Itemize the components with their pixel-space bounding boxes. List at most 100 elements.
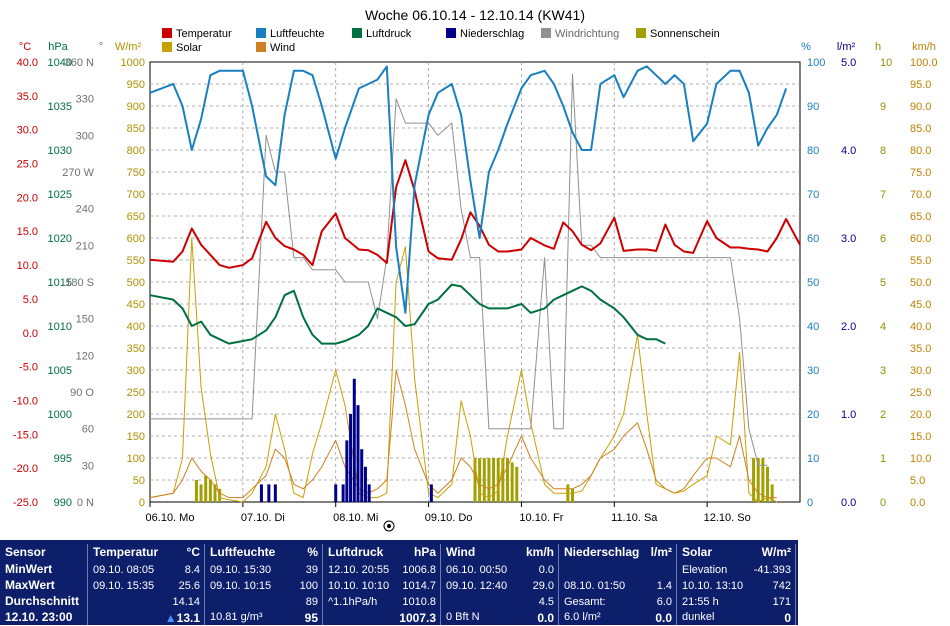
series-line-luftdruck xyxy=(149,283,666,345)
bar-sonnenschein xyxy=(506,458,509,502)
bar-sonnenschein xyxy=(199,484,203,502)
tick-label-solar: 250 xyxy=(127,387,145,399)
tick-label-sun: 1 xyxy=(880,453,886,465)
axis-unit-hum: % xyxy=(801,41,811,53)
tick-label-solar: 50 xyxy=(133,475,145,487)
tick-label-rain: 2.0 xyxy=(841,321,856,333)
tick-label-sun: 6 xyxy=(880,233,886,245)
legend-label: Niederschlag xyxy=(460,28,524,40)
axes: 40.035.030.025.020.015.010.05.00.0-5.0-1… xyxy=(13,57,938,509)
tick-label-hum: 90 xyxy=(807,101,819,113)
bar-niederschlag xyxy=(273,484,277,502)
tick-label-solar: 550 xyxy=(127,255,145,267)
tick-label-dir: 210 xyxy=(76,240,94,252)
tick-label-solar: 400 xyxy=(127,321,145,333)
bar-niederschlag xyxy=(345,440,349,502)
bar-sonnenschein xyxy=(473,458,477,502)
tick-label-temp: -20.0 xyxy=(13,463,38,475)
bar-sonnenschein xyxy=(194,480,198,502)
tick-label-sun: 4 xyxy=(880,321,886,333)
col-header: Niederschlag l/m² xyxy=(564,545,672,559)
bar-sonnenschein xyxy=(752,458,756,502)
tick-label-temp: 30.0 xyxy=(17,125,38,137)
legend-label: Luftfeuchte xyxy=(270,28,324,40)
tick-label-solar: 450 xyxy=(127,299,145,311)
x-axis: 06.10. Mo 07.10. Di 08.10. Mi 09.10. Do 10.1… xyxy=(146,502,751,524)
tick-label-wind: 70.0 xyxy=(910,189,931,201)
tick-label-solar: 800 xyxy=(127,145,145,157)
tick-label-wind: 65.0 xyxy=(910,211,931,223)
tick-label-press: 995 xyxy=(54,453,72,465)
bar-sonnenschein xyxy=(208,480,212,502)
tick-label-press: 1020 xyxy=(48,233,72,245)
tick-label-solar: 950 xyxy=(127,79,145,91)
tick-label-temp: 15.0 xyxy=(17,226,38,238)
tick-label-sun: 8 xyxy=(880,145,886,157)
legend-label: Sonnenschein xyxy=(650,28,720,40)
tick-label-wind: 25.0 xyxy=(910,387,931,399)
tick-label-press: 1040 xyxy=(48,57,72,69)
chart-title: Woche 06.10.14 - 12.10.14 (KW41) xyxy=(365,7,585,23)
row-label-min: MinWert xyxy=(5,562,53,576)
bar-sonnenschein xyxy=(492,458,496,502)
tick-label-dir: 300 xyxy=(76,130,94,142)
tick-label-dir: 0 N xyxy=(77,497,94,509)
tick-label-solar: 750 xyxy=(127,167,145,179)
col-luftdruck: Luftdruck hPa 12.10. 20:55 1006.8 10.10. 1… xyxy=(323,544,441,625)
legend-swatch xyxy=(162,28,172,38)
bar-niederschlag xyxy=(259,484,263,502)
tick-label-wind: 15.0 xyxy=(910,431,931,443)
bar-niederschlag xyxy=(334,484,338,502)
tick-label-temp: 40.0 xyxy=(17,57,38,69)
col-temperatur: Temperatur °C 09.10. 08:05 8.4 09.10. 15:3… xyxy=(88,544,205,625)
tick-label-hum: 20 xyxy=(807,409,819,421)
tick-label-rain: 1.0 xyxy=(841,409,856,421)
tick-label-sun: 10 xyxy=(880,57,892,69)
series-line-temperatur xyxy=(149,159,801,269)
tick-label-wind: 90.0 xyxy=(910,101,931,113)
bar-sonnenschein xyxy=(571,488,574,502)
legend-label: Solar xyxy=(176,42,202,54)
bar-sonnenschein xyxy=(515,466,519,502)
tick-label-sun: 9 xyxy=(880,101,886,113)
tick-label-sun: 7 xyxy=(880,189,886,201)
tick-label-hum: 70 xyxy=(807,189,819,201)
bar-niederschlag xyxy=(267,484,271,502)
bar-niederschlag xyxy=(356,405,360,502)
tick-label-hum: 100 xyxy=(807,57,825,69)
col-luftfeuchte: Luftfeuchte% 09.10. 15:30 39 09.10. 10:15… xyxy=(205,544,323,625)
tick-label-dir: 30 xyxy=(82,460,94,472)
axis-unit-rain: l/m² xyxy=(837,41,856,53)
tick-label-press: 1015 xyxy=(48,277,72,289)
tick-label-dir: 150 xyxy=(76,314,94,326)
axis-unit-dir: ° xyxy=(99,41,103,53)
tick-label-temp: 35.0 xyxy=(17,91,38,103)
tick-label-wind: 10.0 xyxy=(910,453,931,465)
tick-label-solar: 700 xyxy=(127,189,145,201)
bar-niederschlag xyxy=(360,449,364,502)
tick-label-press: 1030 xyxy=(48,145,72,157)
tick-label-temp: 20.0 xyxy=(17,192,38,204)
tick-label-solar: 600 xyxy=(127,233,145,245)
x-tick-label: 07.10. Di xyxy=(241,512,285,524)
tick-label-solar: 200 xyxy=(127,409,145,421)
col-header: Temperatur °C xyxy=(93,545,200,559)
tick-label-wind: 75.0 xyxy=(910,167,931,179)
bar-sonnenschein xyxy=(487,458,491,502)
tick-label-wind: 100.0 xyxy=(910,57,938,69)
legend-swatch xyxy=(541,28,551,38)
tick-label-temp: -25.0 xyxy=(13,497,38,509)
tick-label-dir: 180 S xyxy=(65,277,94,289)
scroll-knob[interactable] xyxy=(383,520,395,532)
legend-label: Temperatur xyxy=(176,28,232,40)
bar-sonnenschein xyxy=(204,475,208,502)
tick-label-wind: 35.0 xyxy=(910,343,931,355)
tick-label-hum: 0 xyxy=(807,497,813,509)
tick-label-wind: 50.0 xyxy=(910,277,931,289)
col-solar: Solar W/m² Elevation -41.393 10.10. 13:10 7… xyxy=(677,544,796,625)
col-header: Solar W/m² xyxy=(682,545,791,559)
x-tick-label: 11.10. Sa xyxy=(611,512,658,524)
tick-label-solar: 0 xyxy=(139,497,145,509)
tick-label-dir: 330 xyxy=(76,94,94,106)
tick-label-wind: 30.0 xyxy=(910,365,931,377)
